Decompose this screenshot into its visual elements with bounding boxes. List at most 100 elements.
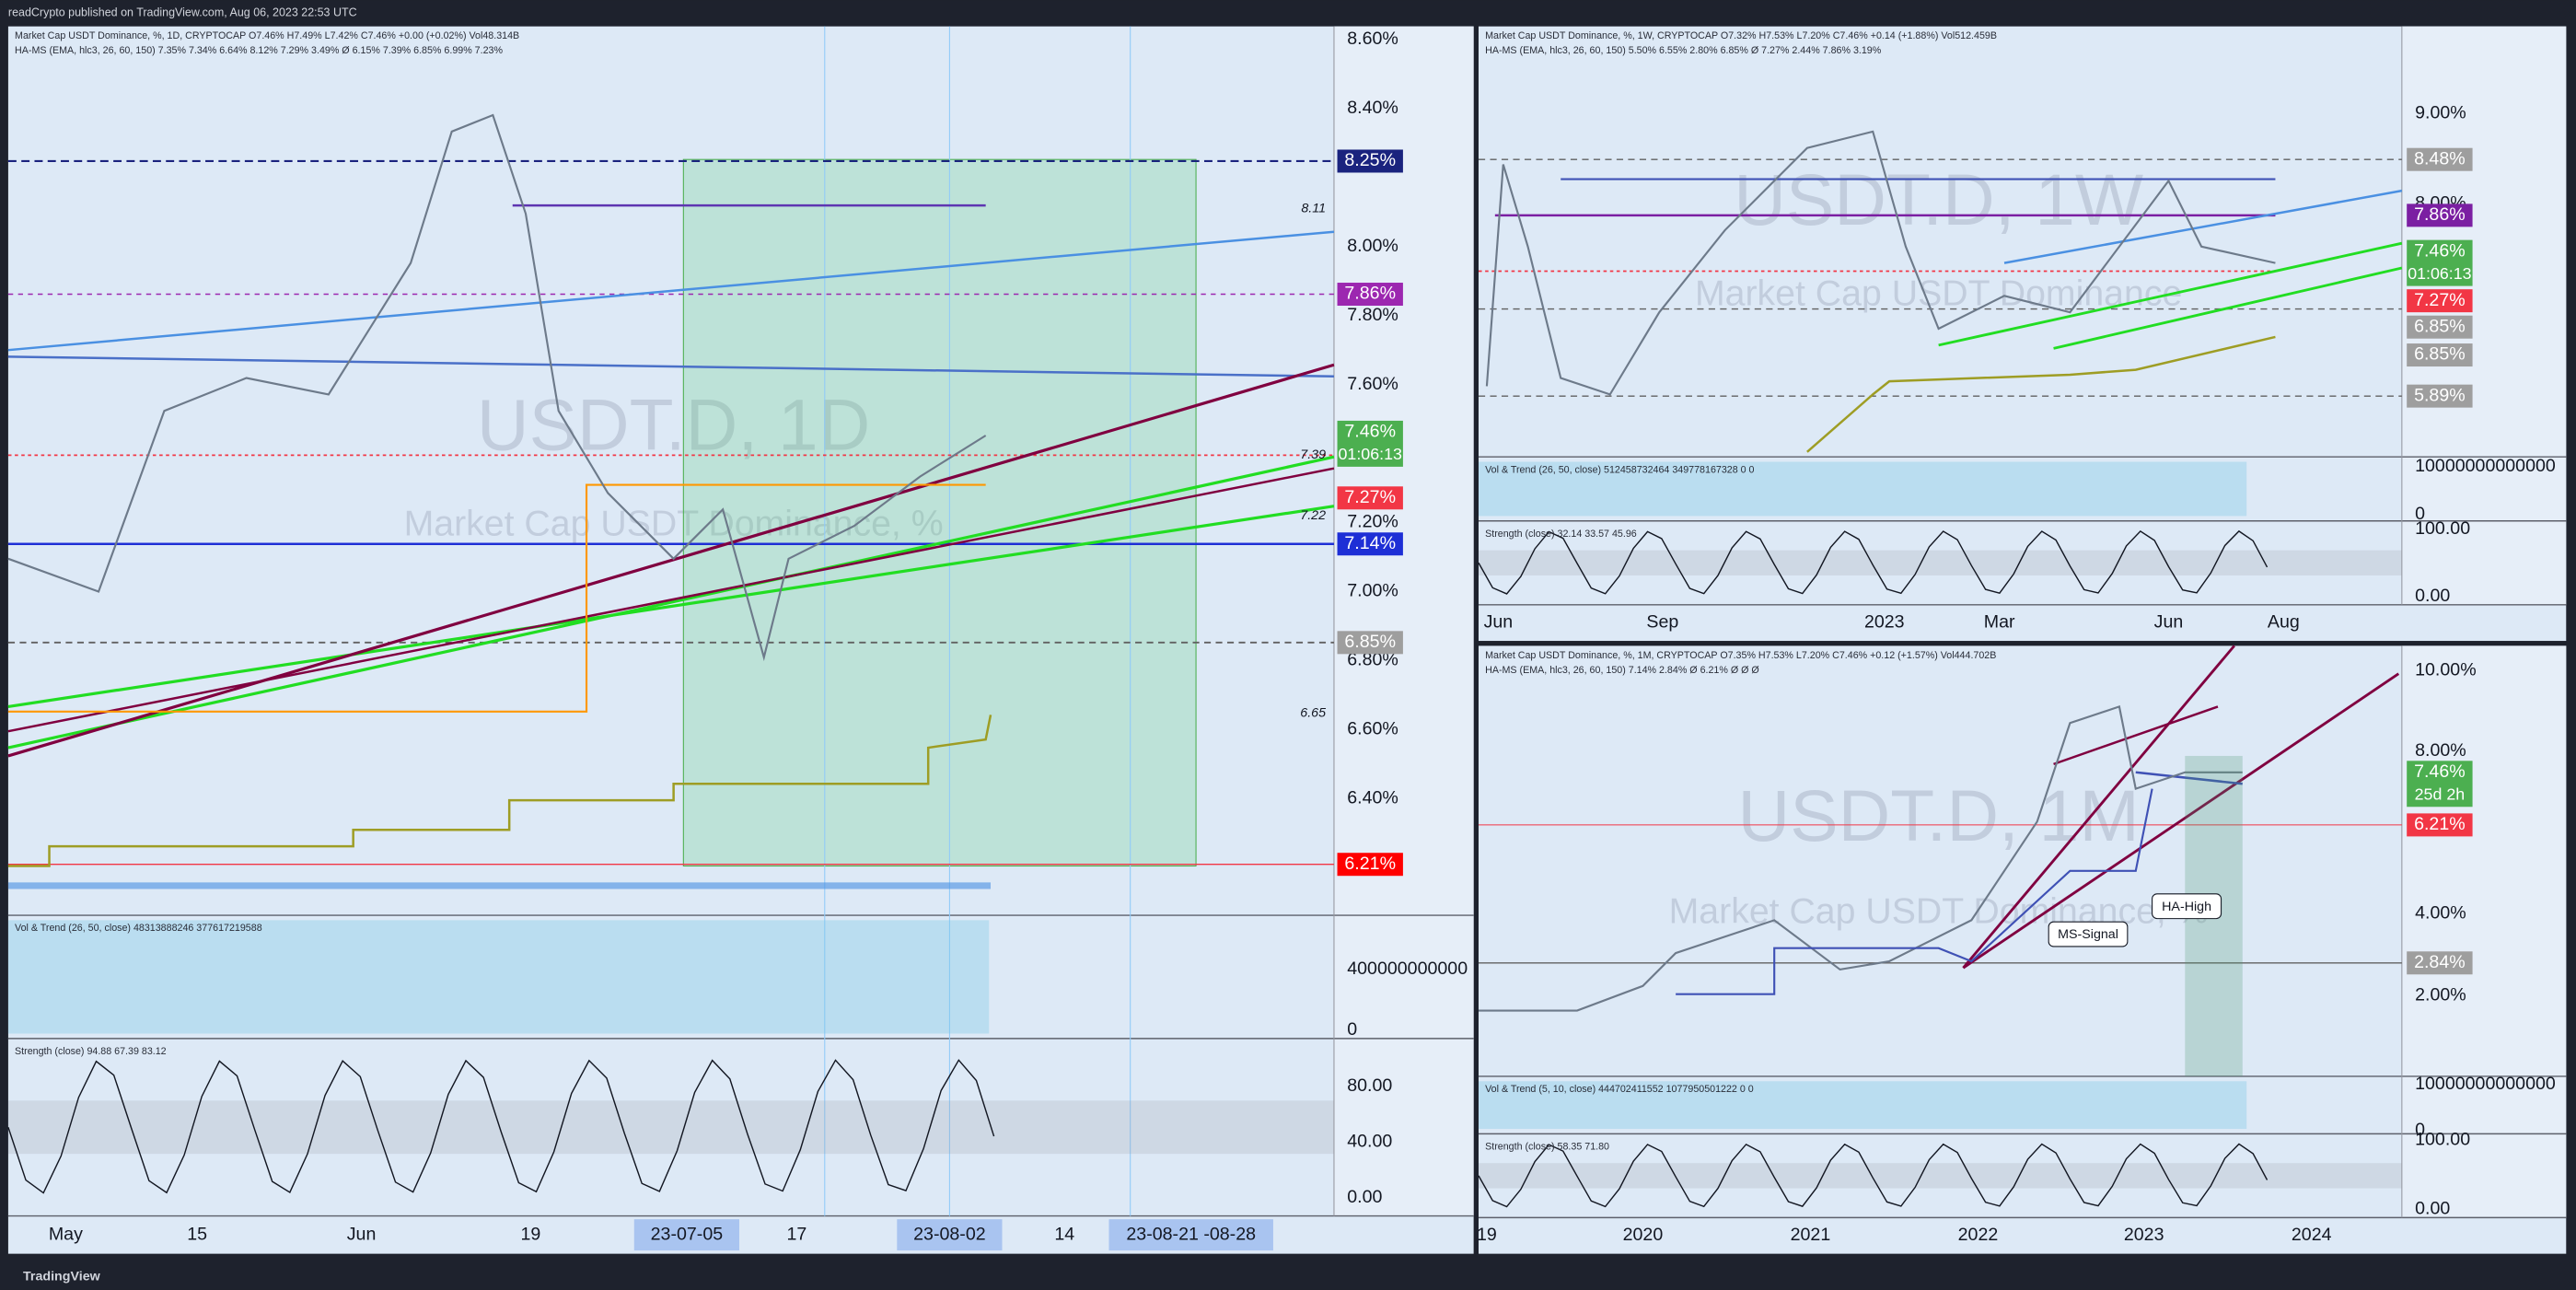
price-badge-time: 01:06:13 — [1339, 445, 1402, 463]
volume-axis-label: 10000000000000 — [2415, 456, 2556, 476]
strength-axis-label: 0.00 — [2415, 586, 2450, 606]
price-badge — [1337, 631, 1403, 655]
strength-axis-label: 100.00 — [2415, 1130, 2470, 1150]
long-position-zone — [682, 158, 1197, 867]
strength-axis-label: 0.00 — [2415, 1199, 2450, 1219]
strength-axis-label: 0.00 — [1347, 1187, 1382, 1207]
price-tick-label: 9.00% — [2415, 102, 2466, 122]
level-label: 6.65 — [1300, 705, 1326, 720]
price-badge — [2407, 147, 2473, 171]
volume-axis-label: 0 — [2415, 504, 2425, 524]
annotation-text: HA-High — [2162, 900, 2211, 914]
time-tick-label: 2021 — [1791, 1225, 1831, 1245]
drawing-line — [7, 230, 1335, 352]
drawing-line — [7, 505, 1335, 709]
annotation-box — [2048, 921, 2129, 947]
price-tick-label: 4.00% — [2415, 902, 2466, 923]
price-badge-text: 7.14% — [1344, 533, 1396, 553]
price-badge — [2407, 813, 2473, 837]
price-tick-label: 7.20% — [1347, 512, 1398, 532]
price-tick-label: 6.80% — [1347, 650, 1398, 670]
price-tick-label: 8.00% — [1347, 236, 1398, 256]
time-highlight — [1108, 1219, 1273, 1251]
footer-logo: TradingView — [23, 1269, 101, 1284]
price-tick-label: 6.60% — [1347, 719, 1398, 739]
price-badge — [1337, 149, 1403, 173]
price-badge-time: 01:06:13 — [2408, 264, 2471, 283]
price-badge-text: 7.27% — [1344, 487, 1396, 507]
annotation-box — [2152, 893, 2222, 920]
dots-row — [7, 882, 992, 889]
price-path — [1806, 335, 2276, 453]
time-tick-label: 2023 — [1864, 612, 1905, 633]
price-badge — [2407, 203, 2473, 227]
chart-panel — [1478, 645, 2567, 1254]
price-badge-text: 7.86% — [1344, 284, 1396, 304]
price-badge-text: 6.85% — [2414, 344, 2466, 365]
price-badge-text: 7.46% — [2414, 240, 2466, 261]
price-tick-label: 8.00% — [2415, 740, 2466, 761]
time-tick-label: 2024 — [2292, 1225, 2332, 1245]
price-tick-label: 7.00% — [1347, 581, 1398, 601]
time-tick-label: 23-08-21 -08-28 — [1126, 1224, 1256, 1244]
level-label: 7.22 — [1300, 508, 1326, 523]
price-badge-text: 6.85% — [1344, 632, 1396, 652]
volume-axis-label: 400000000000 — [1347, 959, 1468, 979]
price-tick-label: 8.40% — [1347, 98, 1398, 118]
time-tick-label: 17 — [787, 1224, 807, 1244]
price-tick-label: 7.80% — [1347, 305, 1398, 325]
price-badge-text: 7.46% — [1344, 422, 1396, 442]
time-highlight — [897, 1219, 1003, 1251]
strength-axis-label: 80.00 — [1347, 1075, 1392, 1096]
price-path — [1478, 705, 2243, 1012]
time-tick-label: Jun — [347, 1224, 377, 1244]
legend-line: HA-MS (EMA, hlc3, 26, 60, 150) 5.50% 6.5… — [1485, 45, 1882, 56]
time-tick-label: Sep — [1646, 612, 1678, 633]
legend-line: HA-MS (EMA, hlc3, 26, 60, 150) 7.35% 7.3… — [15, 45, 503, 56]
price-badge — [1337, 420, 1403, 467]
price-badge — [1337, 853, 1403, 877]
time-highlight — [633, 1219, 739, 1251]
volume-bg — [1478, 1081, 2247, 1130]
price-badge — [2407, 289, 2473, 313]
price-badge-text: 7.46% — [2414, 761, 2466, 782]
price-badge-text: 7.86% — [2414, 204, 2466, 225]
drawing-line — [1938, 241, 2403, 347]
volume-axis-label: 0 — [1347, 1019, 1357, 1040]
price-badge — [2407, 315, 2473, 339]
watermark: USDT.D, 1D — [477, 384, 870, 465]
price-path — [1676, 788, 2153, 995]
drawing-line — [2053, 705, 2219, 766]
volume-axis-label: 10000000000000 — [2415, 1074, 2556, 1094]
watermark: Market Cap USDT Dominance, % — [404, 504, 944, 544]
volume-bg — [1478, 461, 2247, 517]
price-tick-label: 2.00% — [2415, 985, 2466, 1005]
time-tick-label: 2022 — [1958, 1225, 1999, 1245]
volume-legend: Vol & Trend (5, 10, close) 444702411552 … — [1485, 1084, 1754, 1095]
time-tick-label: 2023 — [2124, 1225, 2164, 1245]
price-tick-label: 10.00% — [2415, 659, 2477, 680]
strength-line — [1478, 529, 2269, 595]
time-tick-label: 15 — [187, 1224, 207, 1244]
time-tick-label: Mar — [1984, 612, 2015, 633]
strength-axis-label: 40.00 — [1347, 1131, 1392, 1151]
watermark: Market Cap USDT Dominance — [1695, 273, 2182, 314]
strength-legend: Strength (close) 32.14 33.57 45.96 — [1485, 529, 1637, 540]
price-path — [1485, 130, 2276, 396]
strength-legend: Strength (close) 58.35 71.80 — [1485, 1141, 1609, 1152]
chart-panel — [7, 26, 1474, 1254]
volume-axis-label: 0 — [2415, 1120, 2425, 1140]
price-badge — [2407, 239, 2473, 286]
price-badge — [1337, 486, 1403, 510]
legend-line: Market Cap USDT Dominance, %, 1D, CRYPTO… — [15, 30, 519, 41]
legend-line: HA-MS (EMA, hlc3, 26, 60, 150) 7.14% 2.8… — [1485, 665, 1759, 676]
strength-axis-label: 100.00 — [2415, 518, 2470, 539]
time-tick-label: Jun — [1484, 612, 1514, 633]
level-label: 7.39 — [1300, 447, 1326, 462]
time-tick-label: May — [49, 1224, 83, 1244]
time-tick-label: 23-07-05 — [651, 1224, 724, 1244]
time-tick-label: Jun — [2154, 612, 2184, 633]
price-axis-area — [2401, 645, 2567, 1218]
drawing-line — [7, 455, 1335, 750]
